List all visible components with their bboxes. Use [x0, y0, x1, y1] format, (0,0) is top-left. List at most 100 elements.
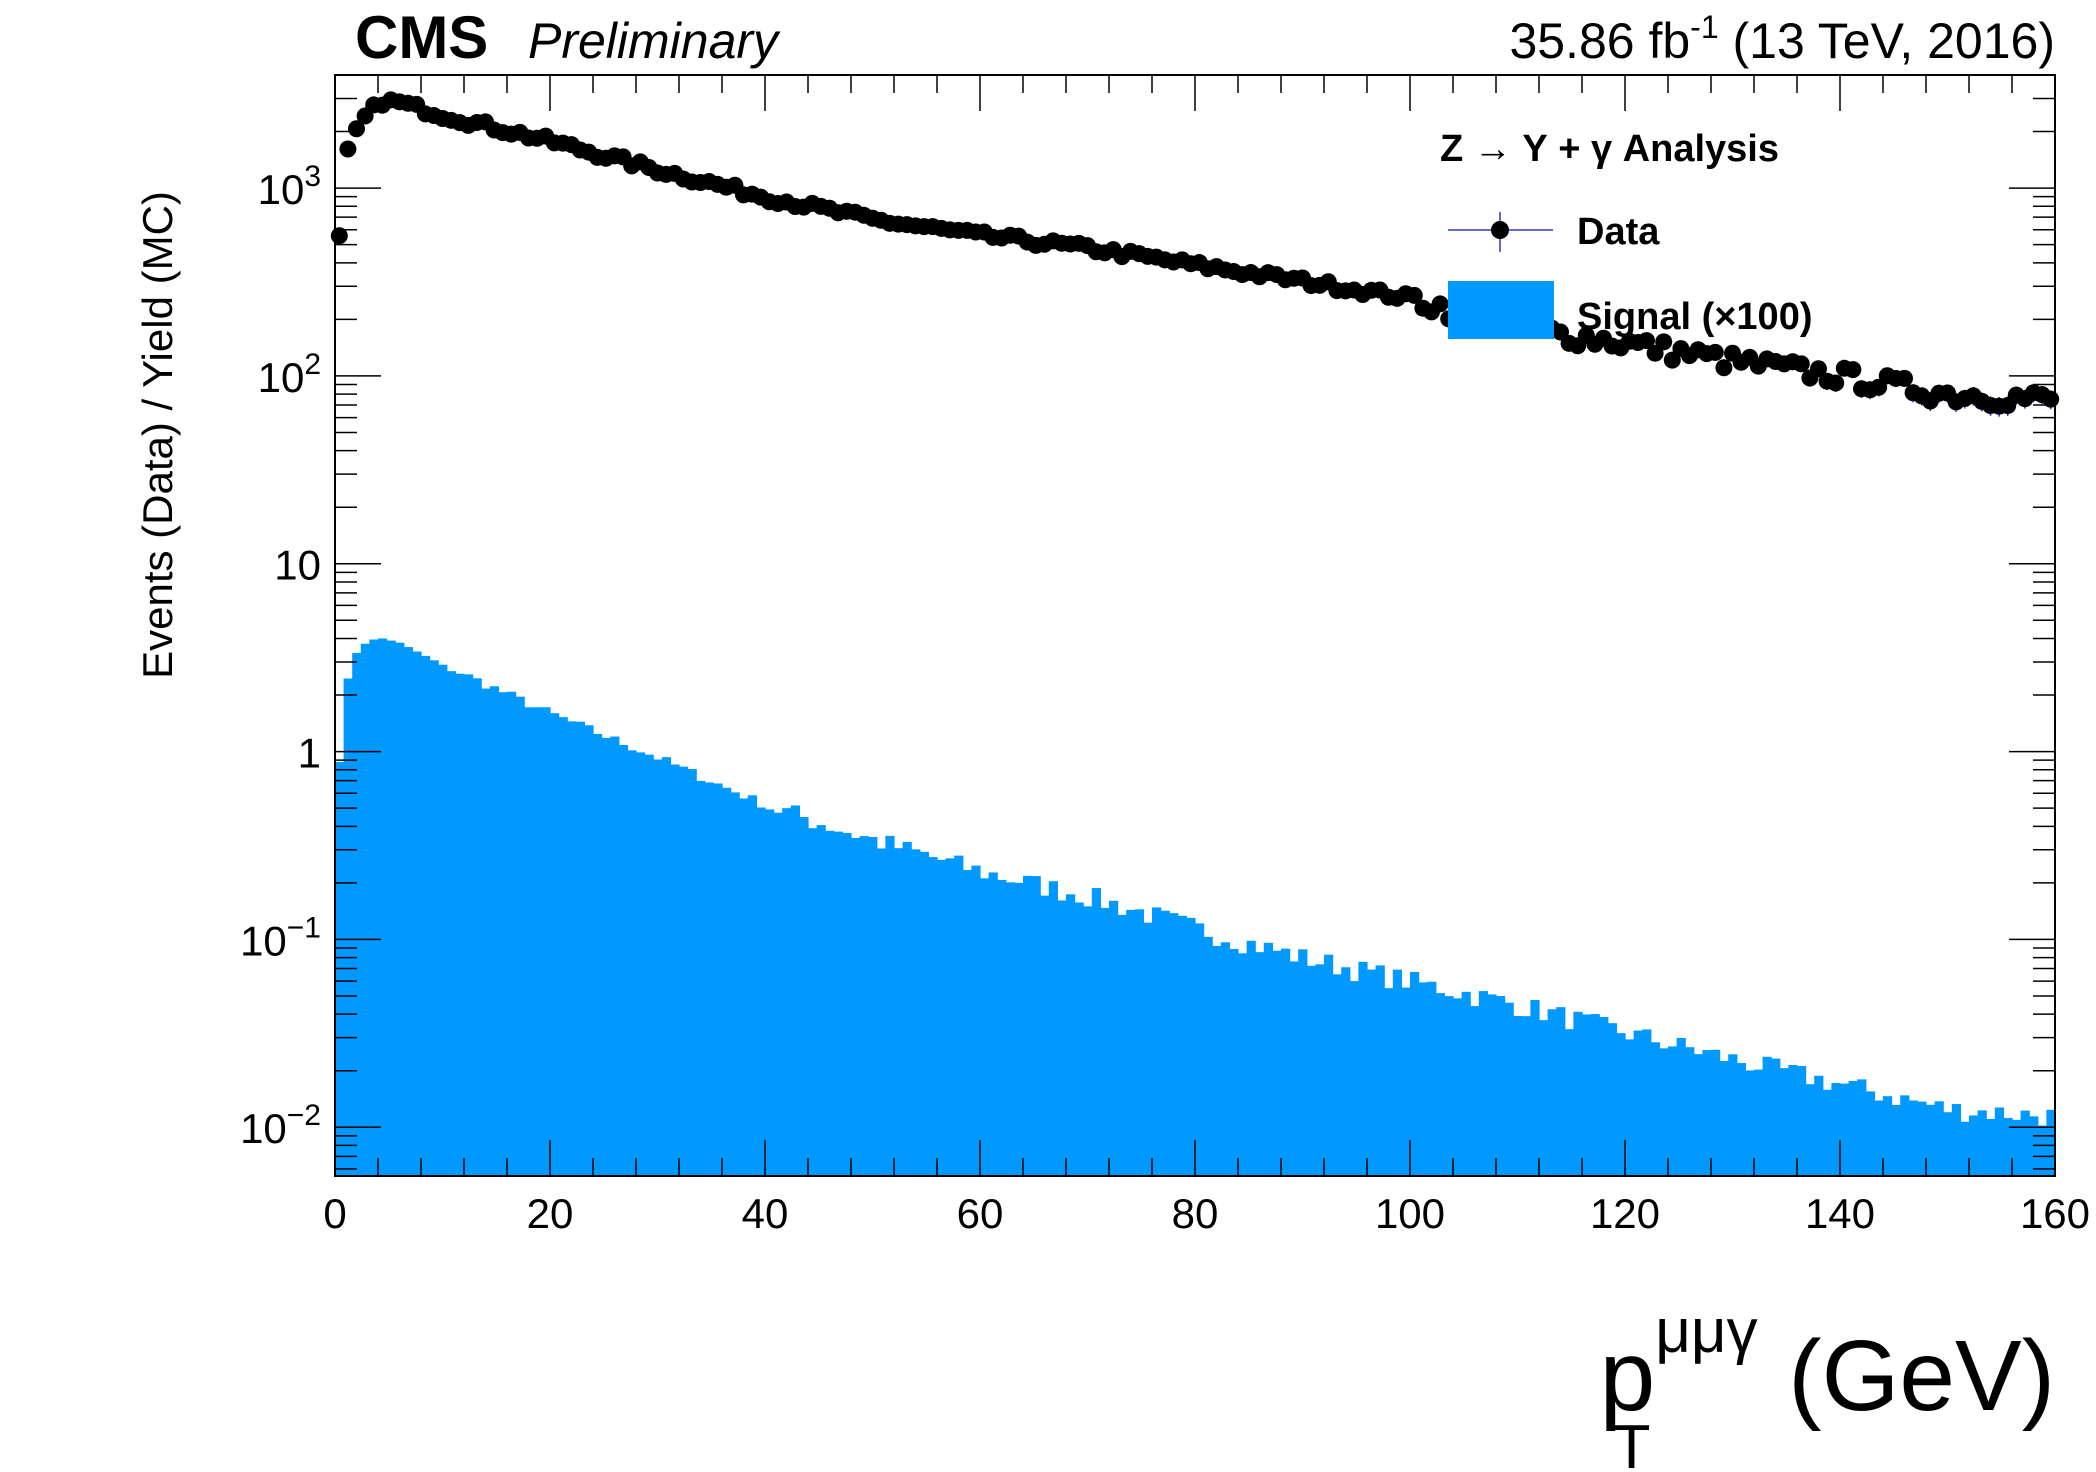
signal-bar	[507, 691, 517, 1176]
data-point	[1792, 355, 1810, 373]
signal-bar	[876, 848, 886, 1176]
x-axis-label-superscript: μμγ	[1655, 1297, 1757, 1366]
signal-bar	[472, 678, 482, 1176]
signal-bar	[739, 798, 749, 1176]
data-point	[1827, 374, 1845, 392]
signal-bar	[1444, 996, 1454, 1176]
signal-bar	[722, 787, 732, 1176]
signal-bar	[1521, 1016, 1531, 1176]
signal-bar	[2003, 1117, 2013, 1176]
signal-bar	[1805, 1084, 1815, 1176]
signal-bar	[601, 737, 611, 1176]
signal-bar	[1375, 965, 1385, 1176]
y-tick-label: 1	[298, 730, 321, 777]
signal-bar	[670, 764, 680, 1176]
data-point	[1844, 361, 1862, 379]
signal-bar	[2046, 1109, 2056, 1176]
signal-bar	[412, 651, 422, 1176]
lumi-exponent: -1	[1690, 9, 1718, 45]
signal-bar	[593, 733, 603, 1176]
x-tick-label: 60	[957, 1190, 1004, 1237]
energy-label: (13 TeV, 2016)	[1719, 13, 2055, 69]
signal-bar	[1874, 1100, 1884, 1176]
signal-bar	[859, 836, 869, 1176]
data-points	[330, 91, 2060, 417]
signal-bar	[1203, 936, 1213, 1176]
signal-bar	[352, 652, 362, 1176]
signal-bar	[1530, 999, 1540, 1176]
y-tick-base: 10	[240, 917, 287, 964]
signal-bar	[1117, 914, 1127, 1176]
signal-bar	[1951, 1104, 1961, 1176]
signal-bar	[1650, 1042, 1660, 1176]
signal-bar	[1255, 952, 1265, 1176]
x-axis-label: pμμγ T (GeV)	[1600, 1297, 2055, 1472]
signal-bar	[584, 725, 594, 1176]
signal-bar	[1134, 909, 1144, 1176]
signal-bar	[997, 879, 1007, 1176]
signal-bar	[1556, 1007, 1566, 1176]
x-axis-label-subscript: T	[1613, 1413, 1651, 1472]
signal-bar	[1315, 964, 1325, 1176]
signal-bar	[885, 835, 895, 1176]
signal-bar	[1547, 1009, 1557, 1176]
signal-bar	[1186, 917, 1196, 1176]
y-tick-label: 10−1	[240, 911, 321, 964]
y-tick-exponent: 2	[304, 348, 321, 381]
signal-bar	[1298, 949, 1308, 1176]
signal-bar	[988, 872, 998, 1176]
signal-bar	[421, 655, 431, 1176]
signal-bar	[455, 673, 465, 1176]
signal-bar	[799, 817, 809, 1176]
signal-bar	[1590, 1014, 1600, 1176]
signal-bar	[524, 707, 534, 1176]
signal-bar	[902, 841, 912, 1176]
signal-bar	[464, 674, 474, 1176]
signal-bar	[971, 865, 981, 1176]
signal-bar	[919, 851, 929, 1176]
signal-bar	[1083, 906, 1093, 1176]
signal-bar	[1453, 998, 1463, 1176]
signal-bar	[1435, 993, 1445, 1176]
signal-bar	[730, 792, 740, 1176]
signal-bar	[1943, 1112, 1953, 1176]
signal-bar	[713, 783, 723, 1176]
signal-bar	[1831, 1083, 1841, 1176]
x-axis-label-unit: (GeV)	[1761, 1320, 2055, 1432]
signal-bar	[1478, 991, 1488, 1176]
signal-bar	[1100, 907, 1110, 1176]
signal-bar	[2037, 1125, 2047, 1176]
signal-bar	[1762, 1056, 1772, 1176]
x-tick-label: 100	[1375, 1190, 1445, 1237]
data-point	[1405, 286, 1423, 304]
signal-bar	[825, 830, 835, 1176]
signal-bar	[1410, 971, 1420, 1176]
signal-bar	[842, 833, 852, 1176]
y-axis-label: Events (Data) / Yield (MC)	[134, 191, 181, 679]
signal-bar	[1822, 1089, 1832, 1176]
signal-bar	[1177, 915, 1187, 1176]
signal-bar	[618, 744, 628, 1176]
x-tick-label: 40	[742, 1190, 789, 1237]
signal-bar	[1289, 961, 1299, 1176]
signal-bar	[1023, 875, 1033, 1176]
signal-bar	[429, 660, 439, 1176]
signal-bar	[360, 643, 370, 1176]
data-point	[1715, 359, 1733, 377]
y-tick-label: 10−2	[240, 1099, 321, 1152]
signal-bar	[1126, 909, 1136, 1176]
signal-bar	[808, 828, 818, 1176]
signal-bar	[894, 848, 904, 1176]
signal-bar	[765, 809, 775, 1176]
signal-bar	[1625, 1039, 1635, 1176]
x-tick-label: 120	[1590, 1190, 1660, 1237]
signal-bar	[1349, 981, 1359, 1176]
signal-bar	[1668, 1046, 1678, 1176]
signal-bar	[558, 717, 568, 1176]
cms-label: CMS	[355, 4, 488, 71]
signal-bar	[550, 713, 560, 1176]
data-point	[1896, 369, 1913, 387]
signal-bar	[1143, 922, 1153, 1176]
signal-bar	[1418, 982, 1428, 1176]
signal-bar	[1487, 994, 1497, 1176]
